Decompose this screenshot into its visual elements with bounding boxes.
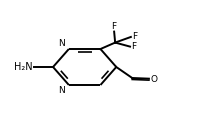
Text: H₂N: H₂N [14,62,33,72]
Text: N: N [58,86,65,95]
Text: F: F [112,22,117,31]
Text: F: F [132,32,137,41]
Text: O: O [150,75,157,84]
Text: N: N [58,39,65,48]
Text: F: F [131,42,136,51]
